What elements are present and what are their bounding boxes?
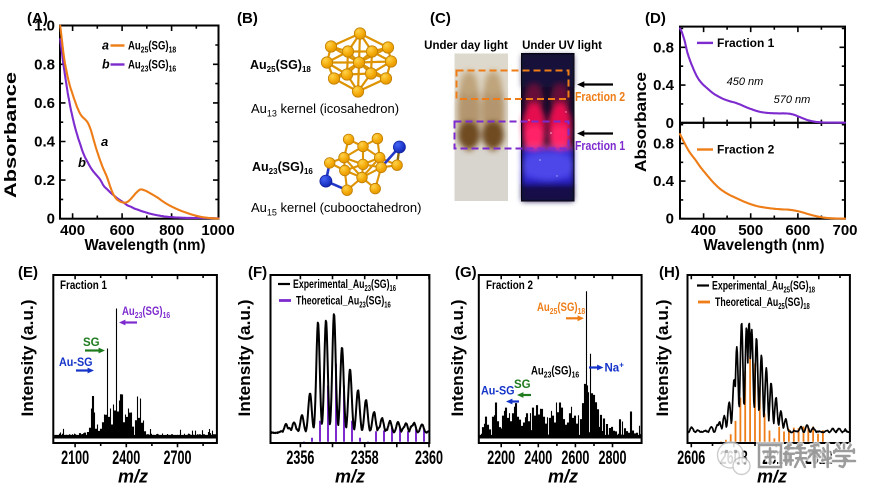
- svg-text:2400: 2400: [112, 448, 140, 469]
- svg-text:Intensity (a.u.): Intensity (a.u.): [19, 300, 37, 417]
- svg-text:2356: 2356: [286, 448, 314, 469]
- svg-text:0: 0: [666, 211, 674, 228]
- svg-text:Au13 kernel (icosahedron): Au13 kernel (icosahedron): [251, 101, 399, 119]
- svg-text:Wavelength (nm): Wavelength (nm): [85, 237, 206, 254]
- svg-text:0: 0: [47, 211, 55, 228]
- svg-text:1.0: 1.0: [34, 18, 55, 35]
- svg-text:500: 500: [738, 222, 763, 239]
- svg-text:570 nm: 570 nm: [774, 94, 811, 106]
- svg-text:600: 600: [785, 222, 810, 239]
- svg-text:(D): (D): [645, 10, 666, 27]
- svg-text:Au23(SG)16: Au23(SG)16: [122, 305, 170, 320]
- svg-text:Au23(SG)16: Au23(SG)16: [252, 160, 313, 176]
- svg-text:0: 0: [666, 115, 674, 132]
- svg-text:Fraction 2: Fraction 2: [575, 91, 625, 104]
- svg-text:450 nm: 450 nm: [727, 76, 764, 88]
- svg-text:600: 600: [110, 222, 135, 239]
- svg-text:0.8: 0.8: [34, 56, 55, 73]
- svg-text:b: b: [78, 155, 86, 170]
- svg-text:400: 400: [60, 222, 85, 239]
- svg-text:Theoretical_Au25(SG)18: Theoretical_Au25(SG)18: [715, 296, 810, 312]
- svg-text:0.4: 0.4: [34, 134, 56, 151]
- svg-text:0.8: 0.8: [653, 39, 674, 56]
- svg-text:Intensity (a.u.): Intensity (a.u.): [236, 300, 254, 417]
- svg-text:700: 700: [832, 222, 857, 239]
- svg-text:Au25(SG)18: Au25(SG)18: [128, 40, 177, 55]
- svg-text:Intensity (a.u.): Intensity (a.u.): [449, 300, 467, 417]
- svg-text:0.4: 0.4: [653, 173, 675, 190]
- svg-text:0.2: 0.2: [34, 172, 55, 189]
- svg-text:a: a: [101, 134, 108, 149]
- svg-text:Experimental_Au25(SG)18: Experimental_Au25(SG)18: [712, 279, 815, 295]
- svg-text:Au25(SG)18: Au25(SG)18: [250, 58, 311, 74]
- svg-text:m/z: m/z: [118, 467, 148, 487]
- svg-text:800: 800: [159, 222, 184, 239]
- svg-text:Under UV light: Under UV light: [522, 40, 602, 52]
- svg-text:SG: SG: [83, 337, 100, 349]
- svg-text:m/z: m/z: [335, 467, 365, 487]
- svg-text:2400: 2400: [524, 448, 552, 469]
- svg-text:Au23(SG)16: Au23(SG)16: [531, 365, 579, 380]
- svg-text:Fraction 2: Fraction 2: [717, 143, 775, 157]
- svg-text:0.4: 0.4: [653, 77, 675, 94]
- svg-text:2600: 2600: [561, 448, 589, 469]
- svg-text:Au15 kernel (cubooctahedron): Au15 kernel (cubooctahedron): [251, 200, 421, 218]
- svg-text:(A): (A): [27, 10, 48, 27]
- svg-text:(E): (E): [18, 264, 38, 281]
- svg-text:Au-SG: Au-SG: [59, 357, 93, 370]
- svg-text:(G): (G): [455, 264, 477, 281]
- svg-text:(H): (H): [659, 264, 680, 281]
- svg-text:400: 400: [691, 222, 716, 239]
- svg-text:m/z: m/z: [757, 467, 787, 487]
- svg-text:Fraction 1: Fraction 1: [60, 279, 107, 292]
- svg-text:a: a: [102, 39, 109, 53]
- svg-text:Fraction 2: Fraction 2: [486, 279, 533, 292]
- svg-text:2800: 2800: [599, 448, 627, 469]
- svg-text:0.8: 0.8: [653, 135, 674, 152]
- svg-text:b: b: [102, 58, 110, 72]
- svg-text:2360: 2360: [415, 448, 443, 469]
- svg-text:(C): (C): [430, 10, 451, 27]
- svg-text:Au25(SG)18: Au25(SG)18: [537, 301, 586, 316]
- svg-text:Na+: Na+: [605, 361, 625, 375]
- svg-text:1000: 1000: [201, 222, 234, 239]
- svg-text:2200: 2200: [487, 448, 515, 469]
- svg-text:Au23(SG)16: Au23(SG)16: [128, 59, 176, 74]
- svg-text:(B): (B): [237, 10, 258, 27]
- svg-text:Experimental_Au23(SG)16: Experimental_Au23(SG)16: [293, 278, 396, 294]
- svg-text:(F): (F): [248, 264, 267, 281]
- svg-text:2358: 2358: [351, 448, 379, 469]
- svg-text:Absorbance: Absorbance: [633, 72, 650, 172]
- svg-text:Absorbance: Absorbance: [1, 72, 20, 198]
- svg-text:SG: SG: [514, 379, 531, 391]
- svg-text:Wavelength (nm): Wavelength (nm): [704, 237, 825, 254]
- svg-text:Fraction 1: Fraction 1: [717, 36, 775, 50]
- svg-text:Au-SG: Au-SG: [481, 385, 515, 398]
- svg-text:2100: 2100: [61, 448, 89, 469]
- svg-text:Theoretical_Au23(SG)16: Theoretical_Au23(SG)16: [296, 294, 391, 310]
- svg-text:Under day light: Under day light: [424, 40, 508, 52]
- svg-text:m/z: m/z: [548, 467, 578, 487]
- svg-text:Intensity (a.u.): Intensity (a.u.): [654, 300, 672, 417]
- svg-text:2700: 2700: [164, 448, 192, 469]
- svg-text:2606: 2606: [677, 448, 705, 469]
- svg-text:Fraction 1: Fraction 1: [575, 140, 626, 153]
- svg-text:0.6: 0.6: [34, 95, 55, 112]
